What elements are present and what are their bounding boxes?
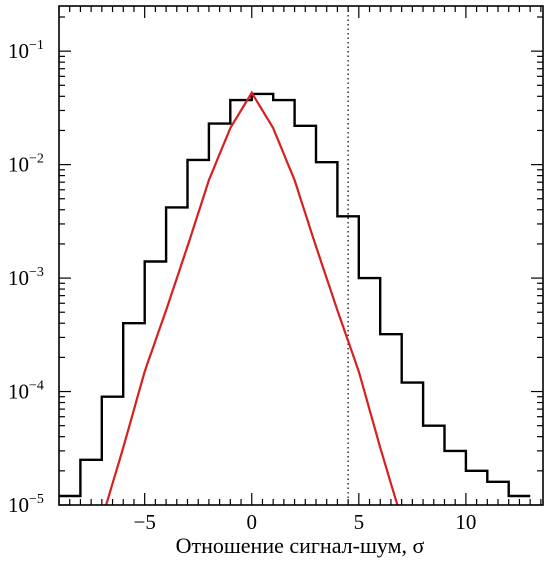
y-tick-exponent: −5 bbox=[29, 492, 44, 507]
plot-area bbox=[58, 5, 544, 506]
histogram-series bbox=[59, 92, 531, 498]
y-tick-base: 10 bbox=[8, 380, 29, 404]
y-tick-label: 10−2 bbox=[8, 152, 44, 177]
x-tick-label: 0 bbox=[246, 510, 257, 534]
data-layer bbox=[59, 6, 531, 505]
x-axis-title: Отношение сигнал-шум, σ bbox=[176, 533, 425, 558]
y-axis: 10−510−410−310−210−1 bbox=[8, 16, 543, 517]
y-tick-label: 10−5 bbox=[8, 492, 44, 517]
y-tick-exponent: −1 bbox=[29, 38, 44, 53]
y-tick-base: 10 bbox=[8, 493, 29, 517]
y-tick-base: 10 bbox=[8, 39, 29, 63]
y-tick-exponent: −4 bbox=[29, 379, 44, 394]
x-tick-label: 10 bbox=[455, 510, 476, 534]
y-tick-label: 10−3 bbox=[8, 265, 44, 290]
x-tick-label: −5 bbox=[133, 510, 155, 534]
plot-frame bbox=[58, 5, 544, 506]
y-tick-label: 10−1 bbox=[8, 38, 44, 63]
y-tick-base: 10 bbox=[8, 266, 29, 290]
y-tick-exponent: −3 bbox=[29, 265, 44, 280]
y-tick-label: 10−4 bbox=[8, 379, 44, 404]
gaussian-fit-curve bbox=[105, 90, 399, 505]
y-tick-base: 10 bbox=[8, 153, 29, 177]
x-tick-label: 5 bbox=[354, 510, 365, 534]
y-tick-exponent: −2 bbox=[29, 152, 44, 167]
x-axis: −5 0 5 10 bbox=[58, 6, 542, 534]
